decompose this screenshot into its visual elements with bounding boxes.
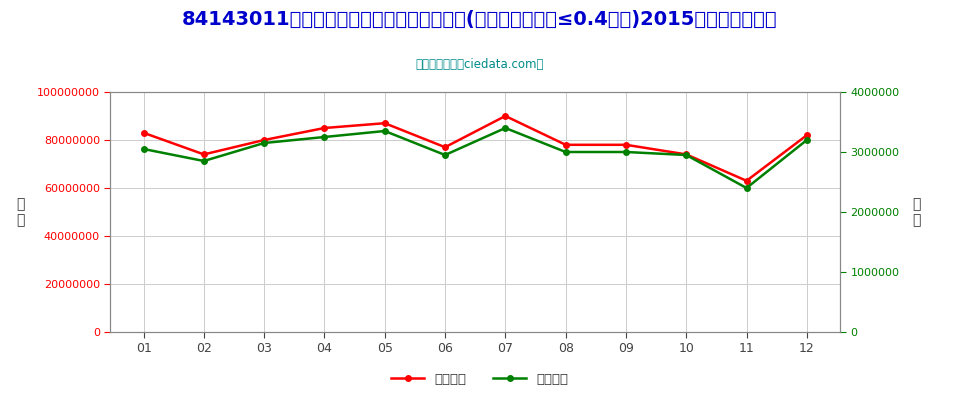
- 出口美元: [620, 142, 632, 147]
- 出口数量: [198, 159, 209, 164]
- Line: 出口美元: 出口美元: [141, 113, 809, 184]
- 出口数量: [620, 150, 632, 154]
- 出口美元: [319, 126, 330, 130]
- Text: 84143011小型电驱动冷藏或冷冻箱用压缩机(电动机额定功率≤0.4千瓦)2015年出口月度走势: 84143011小型电驱动冷藏或冷冻箱用压缩机(电动机额定功率≤0.4千瓦)20…: [182, 10, 778, 29]
- 出口数量: [741, 186, 753, 190]
- Text: 进出口服务网（ciedata.com）: 进出口服务网（ciedata.com）: [416, 58, 544, 71]
- 出口美元: [138, 130, 150, 135]
- 出口美元: [258, 138, 270, 142]
- 出口数量: [801, 138, 812, 142]
- 出口美元: [499, 114, 511, 118]
- 出口数量: [258, 141, 270, 146]
- 出口美元: [198, 152, 209, 157]
- Y-axis label: 金
额: 金 额: [16, 197, 25, 227]
- Legend: 出口美元, 出口数量: 出口美元, 出口数量: [386, 368, 574, 392]
- Line: 出口数量: 出口数量: [141, 125, 809, 191]
- 出口数量: [379, 129, 391, 134]
- Y-axis label: 数
量: 数 量: [912, 197, 921, 227]
- 出口美元: [560, 142, 571, 147]
- 出口美元: [681, 152, 692, 157]
- 出口数量: [440, 153, 451, 158]
- 出口数量: [138, 147, 150, 152]
- 出口数量: [681, 153, 692, 158]
- 出口美元: [440, 145, 451, 150]
- 出口数量: [499, 126, 511, 130]
- 出口数量: [560, 150, 571, 154]
- 出口美元: [801, 133, 812, 138]
- 出口美元: [741, 178, 753, 183]
- 出口数量: [319, 134, 330, 140]
- 出口美元: [379, 121, 391, 126]
